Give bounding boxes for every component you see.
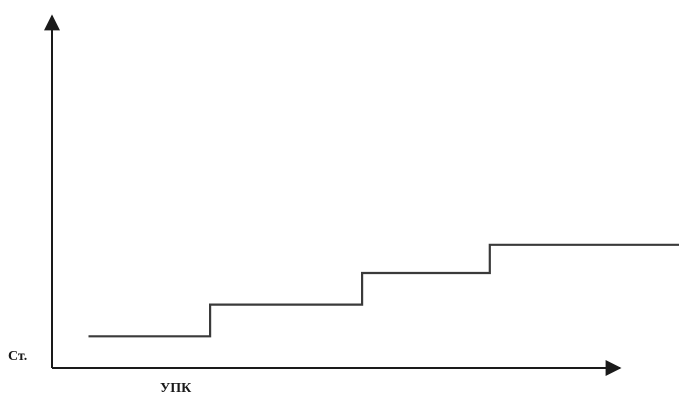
y-axis-label: Ст. [8,349,27,364]
x-axis-label: УПК [160,381,192,396]
series-step-line [88,243,679,338]
